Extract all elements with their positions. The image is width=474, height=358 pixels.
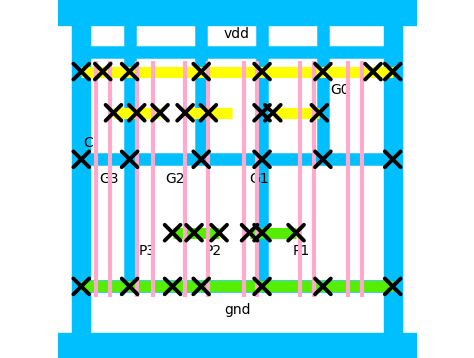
Text: P2: P2 (205, 243, 222, 258)
Text: G0: G0 (330, 82, 350, 97)
Text: gnd: gnd (224, 303, 250, 317)
Text: P3: P3 (138, 243, 155, 258)
Text: P1: P1 (292, 243, 310, 258)
Text: G2: G2 (165, 172, 185, 186)
Text: vdd: vdd (224, 27, 250, 41)
Text: C': C' (83, 136, 97, 150)
Text: G3: G3 (99, 172, 118, 186)
Text: G1: G1 (249, 172, 269, 186)
